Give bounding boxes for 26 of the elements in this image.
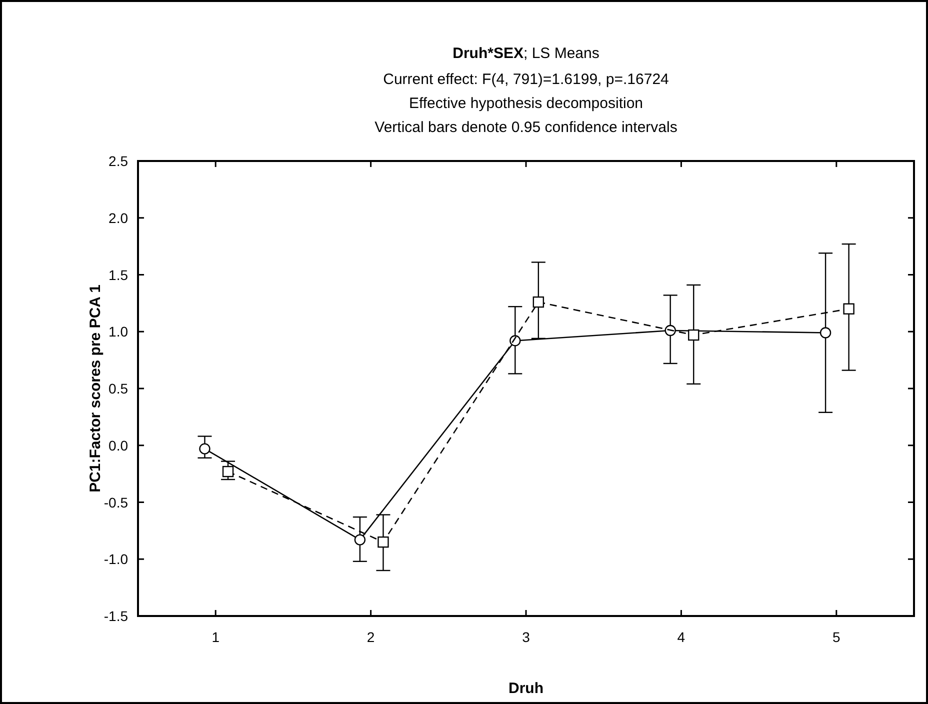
chart-subtitle: Current effect: F(4, 791)=1.6199, p=.16724 Effective hypothesis decomposition Vertical bars denote 0.95 confidence intervals [374,71,678,136]
x-tick-label: 1 [212,629,220,645]
y-axis-title: PC1:Factor scores pre PCA 1 [87,284,104,492]
y-tick-label: 2.0 [108,210,128,226]
x-tick-label: 2 [366,629,375,645]
x-tick-label: 4 [677,629,686,645]
point [843,303,854,314]
point [222,466,234,478]
y-tick-label: 0.5 [108,380,128,396]
y-tick-label: -1.0 [104,551,128,568]
point [688,329,700,341]
y-tick-label: -1.5 [104,608,128,624]
x-tick-label: 5 [832,629,840,645]
x-tick-label: 3 [522,629,530,645]
y-tick-label: 2.5 [108,153,128,169]
point [354,534,366,546]
y-tick-label: 0.0 [108,437,128,454]
point [820,327,832,338]
point [378,536,389,548]
y-tick-label: -0.5 [104,494,128,510]
y-tick-label: 1.0 [108,324,128,340]
point [532,296,544,308]
point [199,443,210,454]
x-axis-title: Druh [508,680,544,697]
chart-title: Druh*SEX; LS Means [452,45,600,62]
y-tick-label: 1.5 [108,266,128,283]
